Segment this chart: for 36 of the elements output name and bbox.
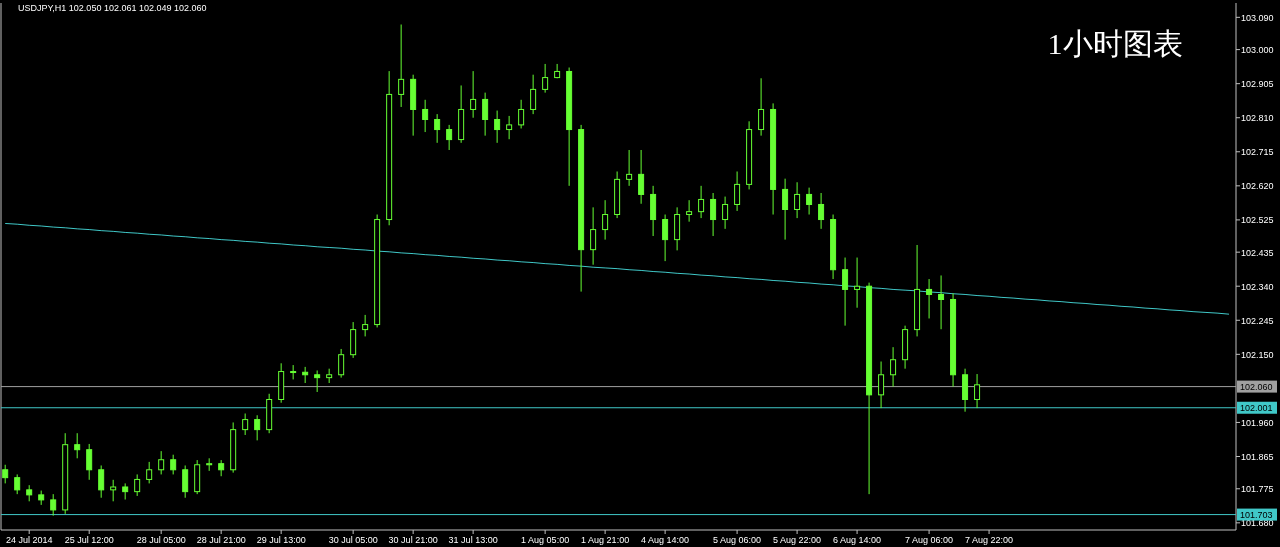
x-tick-label: 1 Aug 05:00: [521, 535, 570, 545]
y-tick-label: 103.000: [1241, 45, 1274, 56]
y-tick-label: 102.620: [1241, 181, 1274, 192]
y-tick-label: 102.245: [1241, 315, 1274, 326]
x-tick-label: 5 Aug 22:00: [773, 535, 822, 545]
ref-line-label: 102.001: [1240, 403, 1273, 414]
x-tick-label: 7 Aug 06:00: [905, 535, 954, 545]
x-tick-label: 29 Jul 13:00: [256, 535, 306, 545]
y-tick-label: 101.865: [1241, 452, 1274, 463]
y-tick-label: 102.435: [1241, 247, 1274, 258]
x-tick-label: 1 Aug 21:00: [581, 535, 630, 545]
x-tick-label: 30 Jul 05:00: [328, 535, 378, 545]
y-tick-label: 101.680: [1241, 518, 1274, 529]
annotation: USDJPY,H1 102.050 102.061 102.049 102.060: [18, 3, 207, 13]
x-tick-label: 25 Jul 12:00: [64, 535, 114, 545]
y-tick-label: 102.340: [1241, 281, 1274, 292]
x-tick-label: 5 Aug 06:00: [713, 535, 762, 545]
text: 1小时图表: [1047, 27, 1183, 60]
y-tick-label: 102.525: [1241, 215, 1274, 226]
x-tick-label: 24 Jul 2014: [5, 535, 53, 545]
x-tick-label: 7 Aug 22:00: [965, 535, 1014, 545]
x-tick-label: 28 Jul 21:00: [196, 535, 246, 545]
y-tick-label: 101.775: [1241, 484, 1274, 495]
x-tick-label: 28 Jul 05:00: [136, 535, 186, 545]
y-tick-label: 102.715: [1241, 147, 1274, 158]
ref-line-label: 102.060: [1240, 382, 1273, 393]
x-tick-label: 6 Aug 14:00: [833, 535, 882, 545]
x-tick-label: 31 Jul 13:00: [448, 535, 498, 545]
ref-line-label: 101.703: [1240, 510, 1273, 521]
y-tick-label: 101.960: [1241, 417, 1274, 428]
y-tick-label: 102.810: [1241, 113, 1274, 124]
y-tick-label: 102.150: [1241, 349, 1274, 360]
x-tick-label: 30 Jul 21:00: [388, 535, 438, 545]
x-tick-label: 4 Aug 14:00: [641, 535, 690, 545]
y-tick-label: 102.905: [1241, 79, 1274, 90]
y-tick-label: 103.090: [1241, 12, 1274, 23]
